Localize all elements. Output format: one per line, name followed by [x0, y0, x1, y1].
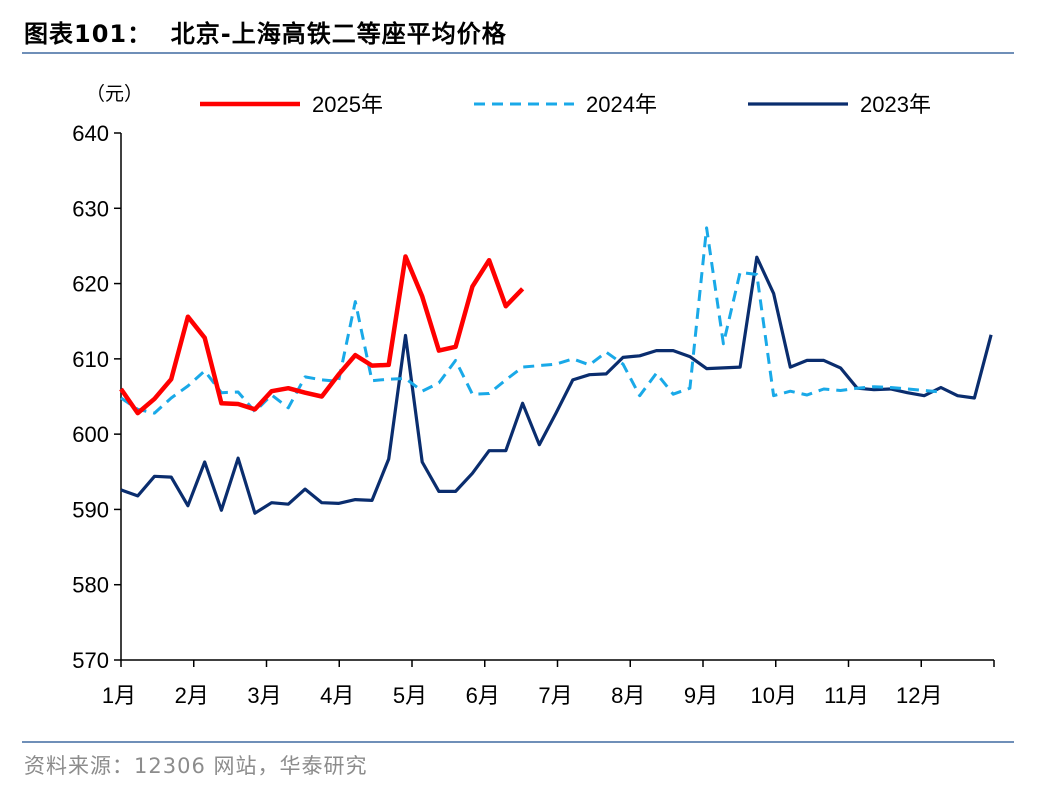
x-tick-label: 6月 [466, 683, 500, 708]
y-tick-label: 580 [72, 573, 109, 598]
y-tick-label: 630 [72, 196, 109, 221]
legend-label: 2025年 [312, 92, 383, 117]
x-tick-label: 5月 [393, 683, 427, 708]
y-tick-label: 570 [72, 648, 109, 673]
x-tick-label: 11月 [824, 683, 869, 708]
x-tick-label: 7月 [538, 683, 572, 708]
y-tick-label: 640 [72, 121, 109, 146]
legend: 2025年 2024年 2023年 [200, 92, 931, 117]
y-unit-label: （元） [86, 83, 143, 105]
series-line-2023年 [120, 255, 993, 515]
source-note: 资料来源：12306 网站，华泰研究 [24, 754, 368, 778]
series-line-2024年 [120, 226, 942, 415]
legend-label: 2024年 [586, 92, 657, 117]
source-rule [22, 741, 1014, 743]
figure-title: 图表101： 北京-上海高铁二等座平均价格 [24, 20, 507, 48]
x-tick-label: 2月 [175, 683, 209, 708]
title-rule [22, 52, 1014, 54]
x-tick-label: 1月 [102, 683, 136, 708]
y-tick-label: 610 [72, 347, 109, 372]
y-tick-label: 620 [72, 272, 109, 297]
series-layer [119, 226, 993, 515]
legend-label: 2023年 [860, 92, 931, 117]
x-tick-label: 3月 [247, 683, 281, 708]
x-tick-label: 4月 [320, 683, 354, 708]
x-tick-label: 10月 [751, 683, 797, 708]
x-tick-label: 9月 [684, 683, 718, 708]
axes: 570 580 590 600 610 620 630 640 1月 2月 3月 4月 5月 6月 7月 8月… [72, 121, 995, 708]
series-line-2025年 [119, 254, 525, 416]
x-tick-label: 8月 [611, 683, 645, 708]
y-tick-label: 590 [72, 497, 109, 522]
y-tick-label: 600 [72, 422, 109, 447]
x-tick-label: 12月 [896, 683, 942, 708]
